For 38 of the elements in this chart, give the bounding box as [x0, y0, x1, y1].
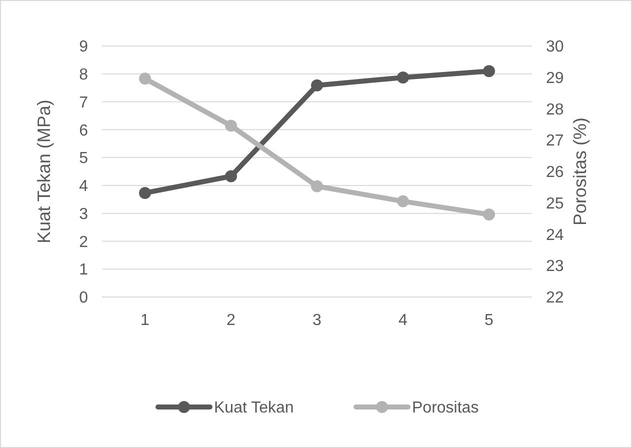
- y-tick-label: 0: [79, 290, 88, 307]
- point: [225, 120, 237, 132]
- y-tick-label: 4: [79, 178, 88, 196]
- y-tick-label: 2: [79, 234, 88, 251]
- point: [225, 170, 237, 182]
- y-tick-label: 9: [79, 38, 88, 56]
- y2-tick-label: 23: [546, 258, 564, 276]
- y2-tick-label: 25: [546, 195, 564, 212]
- y-tick-label: 7: [79, 94, 88, 112]
- x-tick-label: 4: [398, 312, 408, 329]
- y2-tick-label: 22: [546, 290, 564, 307]
- x-tick-label: 1: [140, 312, 150, 329]
- point: [483, 65, 495, 78]
- y-tick-label: 1: [79, 262, 88, 279]
- point: [397, 72, 409, 84]
- point: [397, 195, 409, 208]
- legend-label: Porositas: [412, 400, 479, 417]
- x-tick-label: 3: [312, 312, 322, 329]
- point: [139, 186, 151, 199]
- y2-tick-label: 29: [546, 70, 564, 87]
- y2-tick-label: 30: [546, 38, 564, 56]
- x-tick-label: 2: [226, 312, 236, 329]
- y-tick-label: 6: [79, 122, 88, 140]
- x-tick-label: 5: [484, 312, 494, 329]
- point: [483, 208, 495, 220]
- y-axis-title: Kuat Tekan (MPa): [34, 100, 54, 244]
- y2-tick-label: 27: [546, 132, 564, 150]
- y-tick-label: 3: [79, 206, 88, 223]
- y2-tick-label: 24: [546, 226, 564, 244]
- y-tick-label: 5: [79, 150, 88, 168]
- y-tick-label: 8: [79, 66, 88, 84]
- y2-axis-title: Porositas (%): [570, 117, 590, 226]
- legend-label: Kuat Tekan: [214, 400, 294, 417]
- y2-tick-label: 26: [546, 164, 564, 182]
- point: [139, 72, 151, 85]
- point: [311, 180, 323, 192]
- y2-tick-label: 28: [546, 101, 564, 118]
- point: [311, 79, 323, 92]
